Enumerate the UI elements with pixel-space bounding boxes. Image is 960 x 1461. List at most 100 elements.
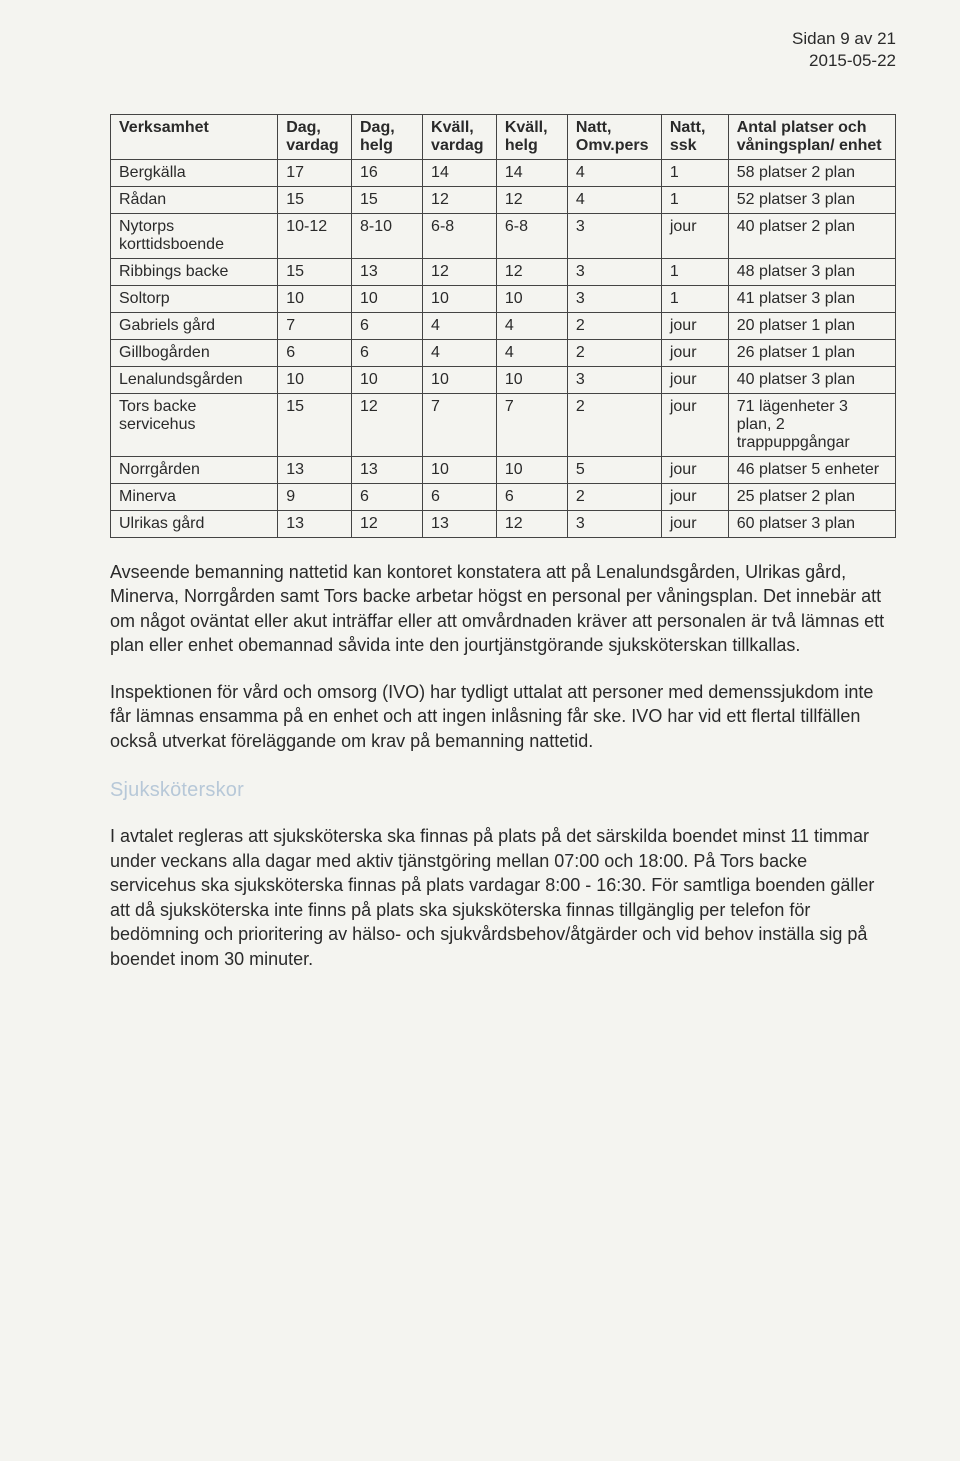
table-cell: 1 (661, 286, 728, 313)
table-cell: Minerva (111, 484, 278, 511)
table-cell: 16 (352, 160, 423, 187)
table-cell: Norrgården (111, 457, 278, 484)
table-row: Soltorp101010103141 platser 3 plan (111, 286, 896, 313)
table-cell: 15 (278, 187, 352, 214)
table-cell: 10 (496, 367, 567, 394)
table-cell: 60 platser 3 plan (728, 511, 895, 538)
table-cell: Tors backe servicehus (111, 394, 278, 457)
table-cell: 13 (352, 259, 423, 286)
table-row: Rådan151512124152 platser 3 plan (111, 187, 896, 214)
table-cell: jour (661, 394, 728, 457)
table-cell: 4 (567, 187, 661, 214)
table-cell: 1 (661, 259, 728, 286)
table-cell: 1 (661, 187, 728, 214)
table-cell: jour (661, 214, 728, 259)
table-cell: 10 (278, 286, 352, 313)
table-cell: 13 (423, 511, 497, 538)
table-cell: 14 (496, 160, 567, 187)
table-cell: 6-8 (496, 214, 567, 259)
table-cell: 13 (278, 511, 352, 538)
table-cell: 4 (496, 313, 567, 340)
table-cell: 3 (567, 259, 661, 286)
table-cell: 3 (567, 367, 661, 394)
faint-heading-sjukskoterskor: Sjuksköterskor (110, 779, 896, 802)
table-cell: 6 (352, 340, 423, 367)
table-row: Ulrikas gård131213123jour60 platser 3 pl… (111, 511, 896, 538)
table-cell: 10 (352, 286, 423, 313)
table-row: Gillbogården66442jour26 platser 1 plan (111, 340, 896, 367)
table-cell: 58 platser 2 plan (728, 160, 895, 187)
page-date: 2015-05-22 (792, 50, 896, 72)
table-cell: 10 (352, 367, 423, 394)
table-cell: 12 (496, 259, 567, 286)
table-cell: 12 (423, 187, 497, 214)
table-cell: 8-10 (352, 214, 423, 259)
col-natt-ssk: Natt, ssk (661, 115, 728, 160)
table-cell: 10 (496, 286, 567, 313)
col-dag-vardag: Dag, vardag (278, 115, 352, 160)
table-cell: Rådan (111, 187, 278, 214)
table-cell: 12 (352, 511, 423, 538)
table-row: Nytorps korttidsboende10-128-106-86-83jo… (111, 214, 896, 259)
table-cell: 7 (496, 394, 567, 457)
table-cell: 2 (567, 340, 661, 367)
table-cell: Ulrikas gård (111, 511, 278, 538)
table-cell: 15 (352, 187, 423, 214)
table-cell: 10 (423, 457, 497, 484)
table-cell: 10 (423, 286, 497, 313)
table-cell: 25 platser 2 plan (728, 484, 895, 511)
table-row: Norrgården131310105jour46 platser 5 enhe… (111, 457, 896, 484)
table-cell: 12 (496, 187, 567, 214)
table-cell: Nytorps korttidsboende (111, 214, 278, 259)
col-dag-helg: Dag, helg (352, 115, 423, 160)
table-row: Bergkälla171614144158 platser 2 plan (111, 160, 896, 187)
document-page: Sidan 9 av 21 2015-05-22 Verksamhet Dag,… (0, 0, 960, 1461)
paragraph-3: I avtalet regleras att sjuksköterska ska… (110, 824, 896, 971)
table-cell: 10 (496, 457, 567, 484)
table-row: Ribbings backe151312123148 platser 3 pla… (111, 259, 896, 286)
staffing-table: Verksamhet Dag, vardag Dag, helg Kväll, … (110, 114, 896, 538)
page-meta: Sidan 9 av 21 2015-05-22 (792, 28, 896, 72)
table-cell: 4 (423, 313, 497, 340)
table-cell: 52 platser 3 plan (728, 187, 895, 214)
table-cell: 14 (423, 160, 497, 187)
table-cell: 3 (567, 214, 661, 259)
table-cell: 6-8 (423, 214, 497, 259)
table-cell: 12 (423, 259, 497, 286)
table-cell: jour (661, 340, 728, 367)
table-cell: jour (661, 511, 728, 538)
table-cell: 41 platser 3 plan (728, 286, 895, 313)
table-cell: 26 platser 1 plan (728, 340, 895, 367)
table-cell: 15 (278, 394, 352, 457)
table-cell: 17 (278, 160, 352, 187)
table-cell: Soltorp (111, 286, 278, 313)
table-cell: Lenalundsgården (111, 367, 278, 394)
col-natt-omv: Natt, Omv.pers (567, 115, 661, 160)
table-cell: 6 (352, 313, 423, 340)
table-cell: 46 platser 5 enheter (728, 457, 895, 484)
page-number: Sidan 9 av 21 (792, 28, 896, 50)
table-row: Tors backe servicehus1512772jour71 lägen… (111, 394, 896, 457)
table-cell: 2 (567, 394, 661, 457)
table-cell: 3 (567, 286, 661, 313)
table-cell: 48 platser 3 plan (728, 259, 895, 286)
table-cell: 7 (423, 394, 497, 457)
table-cell: 10 (278, 367, 352, 394)
table-cell: 12 (352, 394, 423, 457)
table-row: Minerva96662jour25 platser 2 plan (111, 484, 896, 511)
col-antal-platser: Antal platser och våningsplan/ enhet (728, 115, 895, 160)
col-kvall-vardag: Kväll, vardag (423, 115, 497, 160)
table-cell: Gabriels gård (111, 313, 278, 340)
table-body: Bergkälla171614144158 platser 2 planRåda… (111, 160, 896, 538)
table-row: Gabriels gård76442jour20 platser 1 plan (111, 313, 896, 340)
table-cell: 2 (567, 313, 661, 340)
table-cell: 9 (278, 484, 352, 511)
table-cell: jour (661, 457, 728, 484)
table-cell: 6 (423, 484, 497, 511)
paragraph-1: Avseende bemanning nattetid kan kontoret… (110, 560, 896, 658)
table-cell: 10-12 (278, 214, 352, 259)
col-kvall-helg: Kväll, helg (496, 115, 567, 160)
table-cell: 12 (496, 511, 567, 538)
table-cell: jour (661, 313, 728, 340)
table-header-row: Verksamhet Dag, vardag Dag, helg Kväll, … (111, 115, 896, 160)
